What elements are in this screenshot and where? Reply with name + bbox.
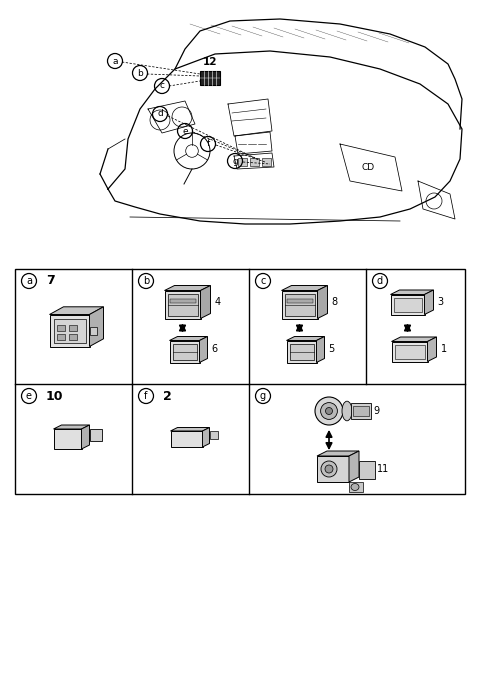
- Polygon shape: [392, 337, 436, 342]
- Bar: [69, 325, 76, 331]
- Bar: [172, 344, 196, 359]
- Polygon shape: [170, 428, 209, 431]
- Polygon shape: [49, 314, 89, 346]
- Text: c: c: [159, 81, 165, 90]
- Polygon shape: [89, 429, 101, 441]
- Polygon shape: [165, 285, 211, 291]
- Text: g: g: [260, 391, 266, 401]
- Text: 12: 12: [203, 57, 217, 67]
- Polygon shape: [317, 451, 359, 456]
- Text: b: b: [137, 69, 143, 77]
- Text: d: d: [157, 109, 163, 119]
- Ellipse shape: [315, 397, 343, 425]
- Text: 4: 4: [215, 297, 221, 307]
- Text: b: b: [143, 276, 149, 286]
- Bar: [69, 333, 76, 340]
- Polygon shape: [316, 337, 324, 363]
- Polygon shape: [82, 425, 89, 449]
- Ellipse shape: [321, 403, 337, 420]
- Text: 9: 9: [373, 406, 379, 416]
- Ellipse shape: [325, 407, 333, 414]
- Bar: [169, 299, 195, 303]
- Polygon shape: [391, 290, 433, 295]
- Bar: [168, 293, 197, 316]
- Polygon shape: [317, 285, 327, 318]
- Bar: [353, 406, 369, 416]
- Polygon shape: [169, 337, 207, 340]
- Ellipse shape: [351, 483, 359, 490]
- Text: 5: 5: [328, 344, 335, 354]
- Ellipse shape: [325, 465, 333, 473]
- Bar: [57, 325, 64, 331]
- Polygon shape: [359, 461, 375, 479]
- Polygon shape: [349, 451, 359, 482]
- Polygon shape: [201, 285, 211, 318]
- Text: f: f: [206, 139, 210, 149]
- Bar: [289, 344, 313, 359]
- Bar: [250, 158, 259, 166]
- Text: a: a: [112, 56, 118, 65]
- Bar: [395, 344, 424, 359]
- Text: 10: 10: [46, 390, 63, 403]
- Bar: [287, 299, 312, 303]
- Text: e: e: [182, 126, 188, 136]
- Polygon shape: [287, 337, 324, 340]
- Ellipse shape: [321, 461, 337, 477]
- Text: f: f: [144, 391, 148, 401]
- Polygon shape: [209, 430, 217, 439]
- Polygon shape: [169, 340, 200, 363]
- Bar: [351, 403, 371, 419]
- Polygon shape: [53, 429, 82, 449]
- Text: g: g: [232, 156, 238, 166]
- Bar: [53, 318, 85, 342]
- Bar: [349, 482, 363, 492]
- Ellipse shape: [342, 401, 352, 421]
- Polygon shape: [317, 456, 349, 482]
- Polygon shape: [53, 425, 89, 429]
- Bar: [285, 293, 314, 316]
- Polygon shape: [165, 291, 201, 318]
- Polygon shape: [281, 291, 317, 318]
- Text: 1: 1: [441, 344, 446, 354]
- Text: 3: 3: [437, 297, 444, 308]
- Polygon shape: [89, 307, 104, 346]
- Bar: [15, 269, 465, 494]
- Bar: [238, 158, 247, 166]
- Bar: [57, 333, 64, 340]
- Bar: [262, 158, 271, 166]
- Polygon shape: [424, 290, 433, 314]
- Text: 8: 8: [332, 297, 337, 307]
- Text: 11: 11: [377, 464, 389, 474]
- Polygon shape: [391, 295, 424, 314]
- Polygon shape: [170, 431, 203, 447]
- Text: CD: CD: [361, 162, 374, 172]
- Polygon shape: [281, 285, 327, 291]
- Text: 6: 6: [212, 344, 217, 354]
- Text: 7: 7: [46, 274, 55, 287]
- Text: c: c: [260, 276, 266, 286]
- Polygon shape: [203, 428, 209, 447]
- Text: 2: 2: [163, 390, 172, 403]
- Polygon shape: [392, 342, 428, 361]
- Text: e: e: [26, 391, 32, 401]
- Bar: [200, 71, 220, 85]
- Bar: [89, 327, 96, 335]
- Text: d: d: [377, 276, 383, 286]
- Polygon shape: [287, 340, 316, 363]
- Text: a: a: [26, 276, 32, 286]
- Bar: [394, 297, 421, 312]
- Polygon shape: [200, 337, 207, 363]
- Polygon shape: [49, 307, 104, 314]
- Polygon shape: [428, 337, 436, 361]
